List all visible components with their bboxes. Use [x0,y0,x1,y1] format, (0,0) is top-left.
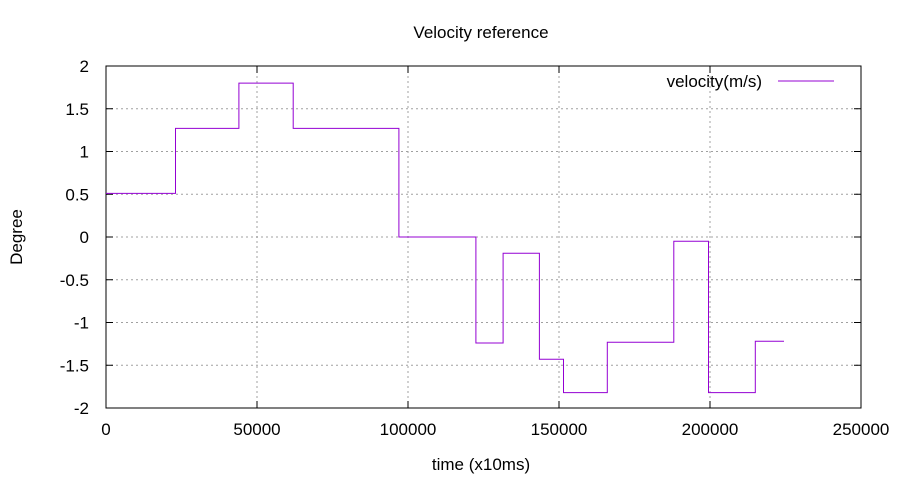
x-tick-label: 250000 [833,420,890,439]
y-tick-label: 1.5 [65,100,89,119]
x-tick-label: 0 [101,420,110,439]
x-tick-label: 100000 [380,420,437,439]
x-tick-label: 50000 [233,420,280,439]
y-tick-label: -2 [74,399,89,418]
y-tick-label: -1 [74,314,89,333]
legend-label-velocity: velocity(m/s) [667,72,762,91]
x-axis-tick-labels: 0 50000 100000 150000 200000 250000 [101,420,889,439]
y-axis-tick-labels: -2 -1.5 -1 -0.5 0 0.5 1 1.5 2 [60,57,89,418]
x-tick-label: 200000 [682,420,739,439]
chart-title: Velocity reference [413,23,548,42]
y-tick-label: -0.5 [60,271,89,290]
legend: velocity(m/s) [667,72,834,91]
y-tick-label: 1 [80,143,89,162]
y-tick-label: 0 [80,228,89,247]
y-axis-label: Degree [7,209,26,265]
grid-lines [106,66,861,408]
y-tick-label: -1.5 [60,356,89,375]
axis-ticks [105,65,862,409]
series-layer [106,82,784,394]
y-tick-label: 2 [80,57,89,76]
x-axis-label: time (x10ms) [432,455,530,474]
series-line-velocity [106,82,784,394]
x-tick-label: 150000 [531,420,588,439]
y-tick-label: 0.5 [65,185,89,204]
